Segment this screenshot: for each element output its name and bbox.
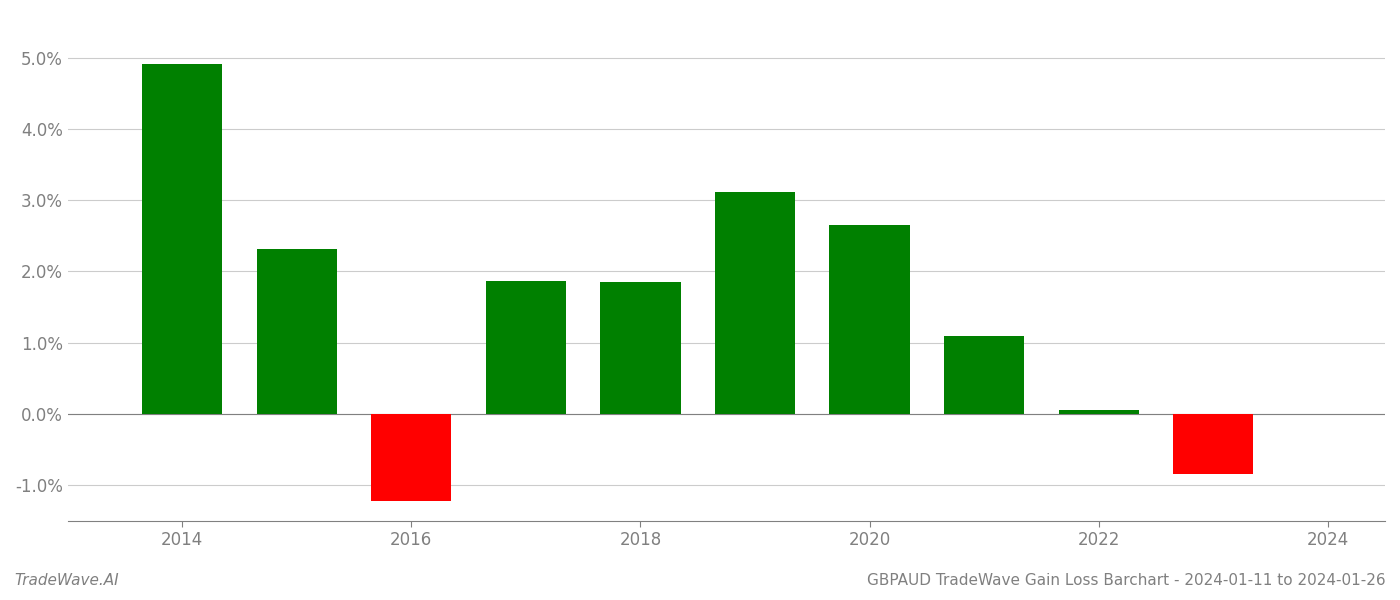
Bar	[371, 414, 451, 500]
Bar	[143, 64, 223, 414]
Bar	[601, 282, 680, 414]
Text: TradeWave.AI: TradeWave.AI	[14, 573, 119, 588]
Bar	[486, 281, 566, 414]
Bar	[715, 191, 795, 414]
Bar	[944, 336, 1025, 414]
Bar	[256, 248, 337, 414]
Bar	[1173, 414, 1253, 474]
Text: GBPAUD TradeWave Gain Loss Barchart - 2024-01-11 to 2024-01-26: GBPAUD TradeWave Gain Loss Barchart - 20…	[868, 573, 1386, 588]
Bar	[1058, 410, 1138, 414]
Bar	[829, 225, 910, 414]
